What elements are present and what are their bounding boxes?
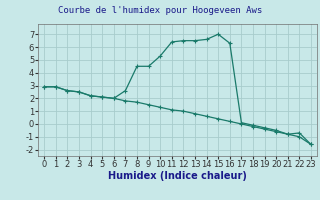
X-axis label: Humidex (Indice chaleur): Humidex (Indice chaleur) (108, 171, 247, 181)
Text: Courbe de l'humidex pour Hoogeveen Aws: Courbe de l'humidex pour Hoogeveen Aws (58, 6, 262, 15)
